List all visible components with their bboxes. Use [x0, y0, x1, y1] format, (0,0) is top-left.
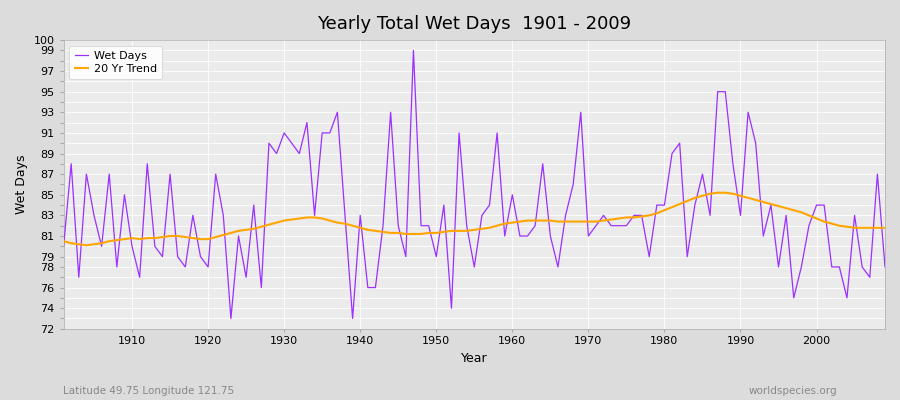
Wet Days: [294, 151, 305, 156]
Text: worldspecies.org: worldspecies.org: [749, 386, 837, 396]
20 Yr Trend: [606, 217, 616, 222]
20 Yr Trend: [712, 190, 723, 195]
Wet Days: [515, 234, 526, 238]
Wet Days: [226, 316, 237, 321]
20 Yr Trend: [515, 219, 526, 224]
X-axis label: Year: Year: [461, 352, 488, 365]
Wet Days: [339, 213, 350, 218]
Line: 20 Yr Trend: 20 Yr Trend: [64, 193, 885, 245]
Legend: Wet Days, 20 Yr Trend: Wet Days, 20 Yr Trend: [69, 46, 162, 79]
20 Yr Trend: [81, 243, 92, 248]
Wet Days: [879, 264, 890, 269]
Wet Days: [408, 48, 418, 53]
Wet Days: [119, 192, 130, 197]
20 Yr Trend: [507, 220, 517, 225]
20 Yr Trend: [294, 216, 305, 221]
Y-axis label: Wet Days: Wet Days: [15, 155, 28, 214]
Title: Yearly Total Wet Days  1901 - 2009: Yearly Total Wet Days 1901 - 2009: [317, 15, 632, 33]
Line: Wet Days: Wet Days: [64, 50, 885, 318]
Text: Latitude 49.75 Longitude 121.75: Latitude 49.75 Longitude 121.75: [63, 386, 234, 396]
20 Yr Trend: [58, 239, 69, 244]
Wet Days: [58, 244, 69, 249]
Wet Days: [522, 234, 533, 238]
20 Yr Trend: [339, 221, 350, 226]
20 Yr Trend: [879, 225, 890, 230]
20 Yr Trend: [127, 236, 138, 240]
Wet Days: [614, 223, 625, 228]
